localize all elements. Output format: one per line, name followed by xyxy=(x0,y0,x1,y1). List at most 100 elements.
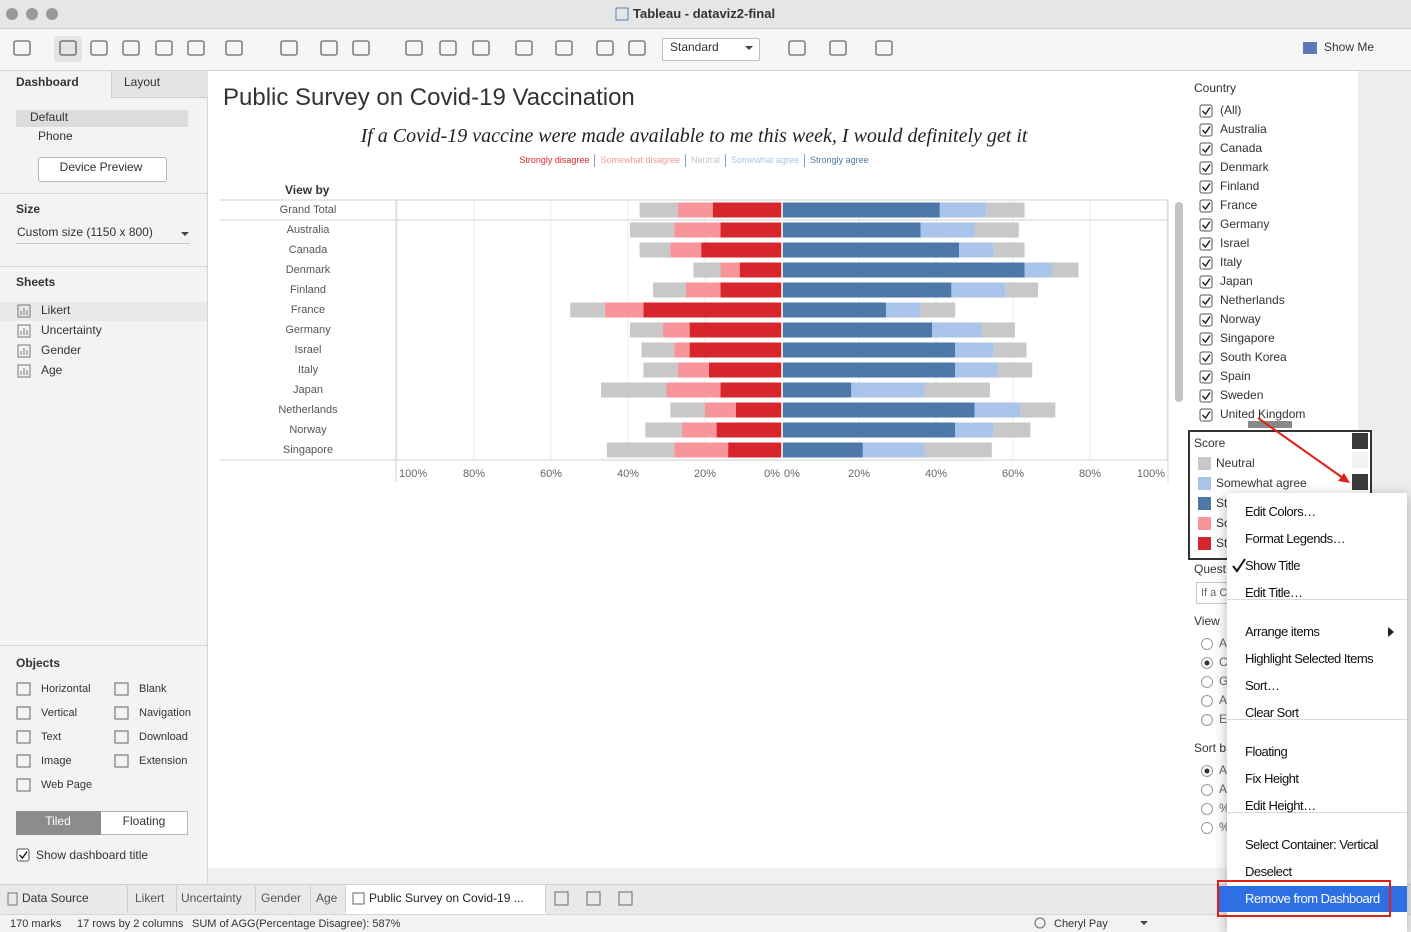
radio[interactable] xyxy=(1201,638,1213,650)
filter-checkbox[interactable] xyxy=(1199,161,1213,175)
radio[interactable] xyxy=(1201,803,1213,815)
filter-checkbox[interactable] xyxy=(1199,218,1213,232)
filter-checkbox[interactable] xyxy=(1199,332,1213,346)
radio[interactable] xyxy=(1201,714,1213,726)
menu-item[interactable]: Format Legends… xyxy=(1245,530,1346,546)
object-item[interactable]: Blank xyxy=(139,682,167,695)
object-item[interactable]: Download xyxy=(139,730,188,743)
filter-checkbox[interactable] xyxy=(1199,104,1213,118)
filter-item[interactable]: Germany xyxy=(1220,217,1270,232)
filter-item[interactable]: Finland xyxy=(1220,179,1260,194)
filter-checkbox[interactable] xyxy=(1199,408,1213,422)
menu-highlight[interactable] xyxy=(1219,886,1407,912)
filter-item[interactable]: Denmark xyxy=(1220,160,1269,175)
menu-item[interactable]: Remove from Dashboard xyxy=(1245,890,1380,906)
sheet-tab[interactable]: Data Source xyxy=(22,891,89,906)
filter-item[interactable]: France xyxy=(1220,198,1258,213)
sheet-item[interactable]: Age xyxy=(41,363,63,378)
mode-option[interactable]: Tiled xyxy=(45,814,71,829)
radio[interactable] xyxy=(1201,657,1213,669)
filter-item[interactable]: Israel xyxy=(1220,236,1250,251)
device-preview-button[interactable] xyxy=(38,157,167,182)
device-option[interactable]: Default xyxy=(30,110,69,125)
object-item[interactable]: Horizontal xyxy=(41,682,91,695)
left-tab-inactive[interactable] xyxy=(111,71,208,98)
menu-item[interactable]: Show Title xyxy=(1245,557,1300,573)
size-dropdown[interactable]: Custom size (1150 x 800) xyxy=(17,225,153,240)
filter-checkbox[interactable] xyxy=(1199,370,1213,384)
sheet-item[interactable]: Gender xyxy=(41,343,82,358)
radio[interactable] xyxy=(1201,676,1213,688)
sheet-tab[interactable]: Age xyxy=(316,891,338,906)
menu-item[interactable]: Edit Height… xyxy=(1245,797,1316,813)
filter-item[interactable]: Australia xyxy=(1220,122,1267,137)
object-item[interactable]: Image xyxy=(41,754,72,767)
menu-item[interactable]: Select Container: Vertical xyxy=(1245,836,1378,852)
checkbox-label[interactable]: Show dashboard title xyxy=(36,848,149,863)
filter-checkbox[interactable] xyxy=(1199,237,1213,251)
filter-item[interactable]: Norway xyxy=(1220,312,1261,327)
tab-label[interactable]: Dashboard xyxy=(16,75,79,90)
menu-item[interactable]: Fix Height xyxy=(1245,770,1299,786)
filter-item[interactable]: Netherlands xyxy=(1220,293,1285,308)
filter-item[interactable]: South Korea xyxy=(1220,350,1287,365)
filter-checkbox[interactable] xyxy=(1199,389,1213,403)
filter-checkbox[interactable] xyxy=(1199,351,1213,365)
filter-checkbox[interactable] xyxy=(1199,142,1213,156)
filter-item[interactable]: Canada xyxy=(1220,141,1263,156)
legend-drag-handle[interactable] xyxy=(1248,421,1292,428)
object-item[interactable]: Web Page xyxy=(41,778,93,791)
menu-item[interactable]: Clear Sort xyxy=(1245,704,1299,720)
sheet-tab-active[interactable]: Public Survey on Covid-19 ... xyxy=(369,891,524,906)
filter-item[interactable]: Japan xyxy=(1220,274,1253,289)
active-sheet-tab[interactable] xyxy=(346,885,545,914)
filter-checkbox[interactable] xyxy=(1199,313,1213,327)
filter-item[interactable]: (All) xyxy=(1220,103,1242,118)
fit-dropdown-label[interactable]: Standard xyxy=(670,40,719,55)
sheet-tab[interactable]: Gender xyxy=(261,891,302,906)
sheet-item[interactable]: Uncertainty xyxy=(41,323,102,338)
menu-item[interactable]: Arrange items xyxy=(1245,623,1320,639)
object-item[interactable]: Text xyxy=(41,730,62,743)
menu-item[interactable]: Floating xyxy=(1245,743,1288,759)
filter-checkbox[interactable] xyxy=(1199,123,1213,137)
filter-item[interactable]: Italy xyxy=(1220,255,1243,270)
menu-item[interactable]: Deselect xyxy=(1245,863,1292,879)
legend-close-button[interactable] xyxy=(1352,433,1368,449)
filter-checkbox[interactable] xyxy=(1199,256,1213,270)
button-label[interactable]: Device Preview xyxy=(59,160,143,175)
filter-item[interactable]: Spain xyxy=(1220,369,1251,384)
menu-item[interactable]: Edit Colors… xyxy=(1245,503,1316,519)
sheet-tab[interactable]: Uncertainty xyxy=(181,891,242,906)
device-option[interactable]: Phone xyxy=(38,129,73,144)
default-device-highlight[interactable] xyxy=(16,110,188,127)
filter-item[interactable]: Sweden xyxy=(1220,388,1264,403)
filter-checkbox[interactable] xyxy=(1199,275,1213,289)
filter-checkbox[interactable] xyxy=(1199,199,1213,213)
mode-option[interactable]: Floating xyxy=(122,814,166,829)
legend-pin-button[interactable] xyxy=(1352,452,1368,468)
left-tab-active[interactable] xyxy=(0,71,110,97)
radio[interactable] xyxy=(1201,695,1213,707)
radio[interactable] xyxy=(1201,822,1213,834)
object-item[interactable]: Extension xyxy=(139,754,188,767)
object-item[interactable]: Navigation xyxy=(139,706,191,719)
show-me-button[interactable]: Show Me xyxy=(1324,40,1375,55)
bar xyxy=(1051,262,1079,278)
sheet-tab[interactable]: Likert xyxy=(135,891,165,906)
menu-item[interactable]: Sort… xyxy=(1245,677,1280,693)
sheet-item[interactable]: Likert xyxy=(41,303,71,318)
radio[interactable] xyxy=(1201,765,1213,777)
mode-active[interactable] xyxy=(16,811,101,835)
filter-checkbox[interactable] xyxy=(1199,180,1213,194)
radio[interactable] xyxy=(1201,784,1213,796)
object-item[interactable]: Vertical xyxy=(41,706,78,719)
filter-checkbox[interactable] xyxy=(1199,294,1213,308)
user-name[interactable]: Cheryl Pay xyxy=(1054,917,1108,930)
tab-label[interactable]: Layout xyxy=(124,75,161,90)
menu-item[interactable]: Highlight Selected Items xyxy=(1245,650,1374,666)
legend-menu-button[interactable] xyxy=(1352,474,1368,490)
menu-item[interactable]: Edit Title… xyxy=(1245,584,1303,600)
fit-dropdown[interactable] xyxy=(662,38,760,61)
filter-item[interactable]: Singapore xyxy=(1220,331,1275,346)
